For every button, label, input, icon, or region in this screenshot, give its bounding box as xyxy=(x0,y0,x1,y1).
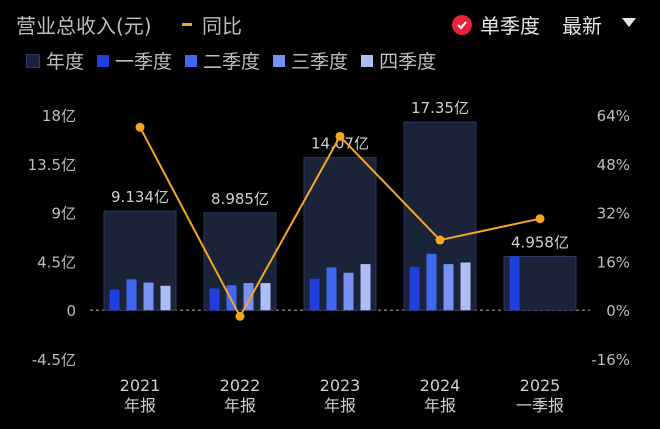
quarter-bar xyxy=(109,289,120,311)
series-legend: 年度 一季度 二季度 三季度 四季度 xyxy=(26,47,449,74)
legend-item-q4[interactable]: 四季度 xyxy=(361,47,436,74)
yoy-legend-label: 同比 xyxy=(202,14,242,38)
x-tick-label-year: 2022 xyxy=(220,376,261,395)
yoy-legend: 同比 xyxy=(182,10,242,39)
yoy-line-swatch xyxy=(182,23,192,26)
y-right-tick-label: 64% xyxy=(597,107,630,125)
legend-item-annual[interactable]: 年度 xyxy=(26,47,84,74)
quarter-bar xyxy=(509,256,520,311)
y-right-tick-label: 16% xyxy=(597,253,630,271)
sort-label: 最新 xyxy=(562,14,602,38)
y-left-tick-label: 18亿 xyxy=(42,107,76,125)
annual-value-label: 8.985亿 xyxy=(211,190,269,208)
legend-label: 年度 xyxy=(46,51,85,73)
x-tick-label-type: 年报 xyxy=(324,396,356,415)
x-tick-label-type: 年报 xyxy=(424,396,456,415)
quarter-bar xyxy=(360,264,371,311)
legend-label: 一季度 xyxy=(115,51,173,73)
y-left-tick-label: 9亿 xyxy=(51,205,76,223)
quarter-bar xyxy=(426,253,437,311)
legend-item-q1[interactable]: 一季度 xyxy=(97,47,172,74)
quarter-bar xyxy=(409,266,420,311)
quarter-bar xyxy=(160,285,171,311)
quarter-bar xyxy=(460,262,471,311)
legend-swatch xyxy=(26,53,40,68)
quarter-bar xyxy=(143,282,154,311)
annual-value-label: 17.35亿 xyxy=(411,99,469,117)
yoy-point xyxy=(335,131,345,141)
annual-value-label: 4.958亿 xyxy=(511,233,569,251)
legend-swatch xyxy=(273,54,286,67)
x-tick-label-year: 2021 xyxy=(120,376,161,395)
single-quarter-label: 单季度 xyxy=(480,14,540,38)
legend-swatch xyxy=(361,54,374,67)
x-tick-label-year: 2025 xyxy=(520,376,561,395)
x-tick-label-year: 2023 xyxy=(320,376,361,395)
y-right-tick-label: 48% xyxy=(597,156,630,174)
yoy-point xyxy=(435,235,445,245)
y-right-tick-label: 32% xyxy=(597,205,630,223)
yoy-point xyxy=(535,214,545,224)
legend-label: 三季度 xyxy=(291,51,349,73)
chart-title: 营业总收入(元) xyxy=(16,14,152,38)
y-left-tick-label: 13.5亿 xyxy=(28,156,76,174)
sort-dropdown[interactable]: 最新 xyxy=(562,10,636,39)
quarter-bar xyxy=(260,283,271,311)
y-left-tick-label: 4.5亿 xyxy=(37,253,76,271)
dropdown-triangle-icon xyxy=(622,18,636,27)
legend-swatch xyxy=(185,54,198,67)
x-tick-label-type: 年报 xyxy=(224,396,256,415)
single-quarter-toggle[interactable]: 单季度 xyxy=(452,10,540,39)
quarter-bar xyxy=(126,279,137,311)
annual-value-label: 9.134亿 xyxy=(111,188,169,206)
x-tick-label-type: 一季报 xyxy=(516,396,564,415)
yoy-point xyxy=(235,311,245,321)
quarter-bar xyxy=(309,278,320,311)
y-right-tick-label: 0% xyxy=(606,302,630,320)
x-tick-label-type: 年报 xyxy=(124,396,156,415)
quarter-bar xyxy=(243,283,254,311)
legend-label: 四季度 xyxy=(379,51,437,73)
y-left-tick-label: -4.5亿 xyxy=(32,351,76,369)
quarter-bar xyxy=(226,285,237,311)
legend-label: 二季度 xyxy=(203,51,261,73)
quarter-bar xyxy=(443,264,454,311)
yoy-point xyxy=(135,122,145,132)
quarter-bar xyxy=(326,267,337,311)
quarter-bar xyxy=(343,272,354,311)
x-tick-label-year: 2024 xyxy=(420,376,461,395)
y-left-tick-label: 0 xyxy=(66,302,76,320)
annual-value-label: 14.07亿 xyxy=(311,135,369,153)
legend-item-q2[interactable]: 二季度 xyxy=(185,47,260,74)
quarter-bar xyxy=(209,288,220,311)
y-right-tick-label: -16% xyxy=(591,351,630,369)
legend-item-q3[interactable]: 三季度 xyxy=(273,47,348,74)
legend-swatch xyxy=(97,54,110,67)
check-icon xyxy=(452,14,472,35)
